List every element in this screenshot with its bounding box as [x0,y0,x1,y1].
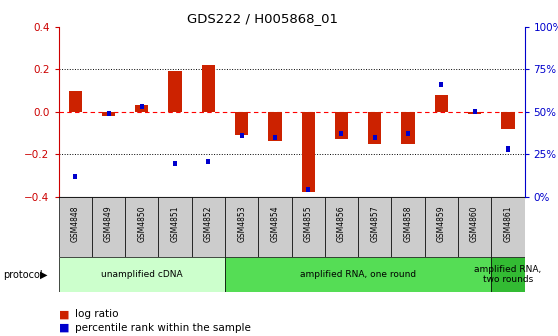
Bar [368,112,382,143]
Text: GSM4856: GSM4856 [337,206,346,242]
Text: unamplified cDNA: unamplified cDNA [101,270,182,279]
Text: amplified RNA,
two rounds: amplified RNA, two rounds [474,265,541,284]
Text: GSM4854: GSM4854 [271,206,280,242]
Bar [358,197,391,257]
Bar [69,90,82,112]
Bar [501,112,514,129]
Bar [92,197,125,257]
Bar [258,197,291,257]
Text: GSM4858: GSM4858 [403,206,412,242]
Text: ▶: ▶ [40,270,47,280]
Bar [468,112,481,114]
Bar [235,112,248,135]
Bar [491,257,525,292]
Bar [169,72,182,112]
Bar [73,174,77,179]
Bar [206,159,210,164]
Text: GSM4851: GSM4851 [171,206,180,242]
Bar [306,187,310,193]
Bar [135,106,148,112]
Text: GSM4852: GSM4852 [204,206,213,242]
Bar [335,112,348,139]
Bar [125,197,158,257]
Text: GSM4855: GSM4855 [304,206,312,242]
Bar [339,131,344,136]
Bar [391,197,425,257]
Bar [491,197,525,257]
Bar [268,112,282,141]
Text: GDS222 / H005868_01: GDS222 / H005868_01 [187,12,338,25]
Text: GSM4850: GSM4850 [137,206,146,242]
Text: GSM4860: GSM4860 [470,206,479,242]
Bar [301,112,315,192]
Bar [239,133,244,138]
Bar [373,134,377,140]
Bar [158,197,192,257]
Bar [406,131,410,136]
Text: GSM4859: GSM4859 [437,206,446,242]
Bar [225,257,491,292]
Bar [435,95,448,112]
Text: ■: ■ [59,323,69,333]
Text: ■: ■ [59,309,69,319]
Bar [273,134,277,140]
Bar [458,197,491,257]
Bar [173,161,177,166]
Bar [107,111,110,116]
Text: GSM4857: GSM4857 [371,206,379,242]
Text: GSM4861: GSM4861 [503,206,512,242]
Bar [140,104,144,109]
Bar [439,82,443,87]
Bar [192,197,225,257]
Text: GSM4849: GSM4849 [104,206,113,242]
Bar [325,197,358,257]
Text: GSM4853: GSM4853 [237,206,246,242]
Bar [425,197,458,257]
Text: percentile rank within the sample: percentile rank within the sample [75,323,251,333]
Bar [59,197,92,257]
Bar [225,197,258,257]
Bar [102,112,115,116]
Bar [473,109,477,114]
Text: GSM4848: GSM4848 [71,206,80,242]
Text: amplified RNA, one round: amplified RNA, one round [300,270,416,279]
Bar [401,112,415,143]
Text: log ratio: log ratio [75,309,119,319]
Bar [201,65,215,112]
Bar [59,257,225,292]
Bar [291,197,325,257]
Text: protocol: protocol [3,270,42,280]
Bar [506,146,510,152]
